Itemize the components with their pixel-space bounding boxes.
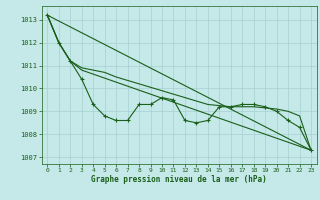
X-axis label: Graphe pression niveau de la mer (hPa): Graphe pression niveau de la mer (hPa) <box>91 175 267 184</box>
